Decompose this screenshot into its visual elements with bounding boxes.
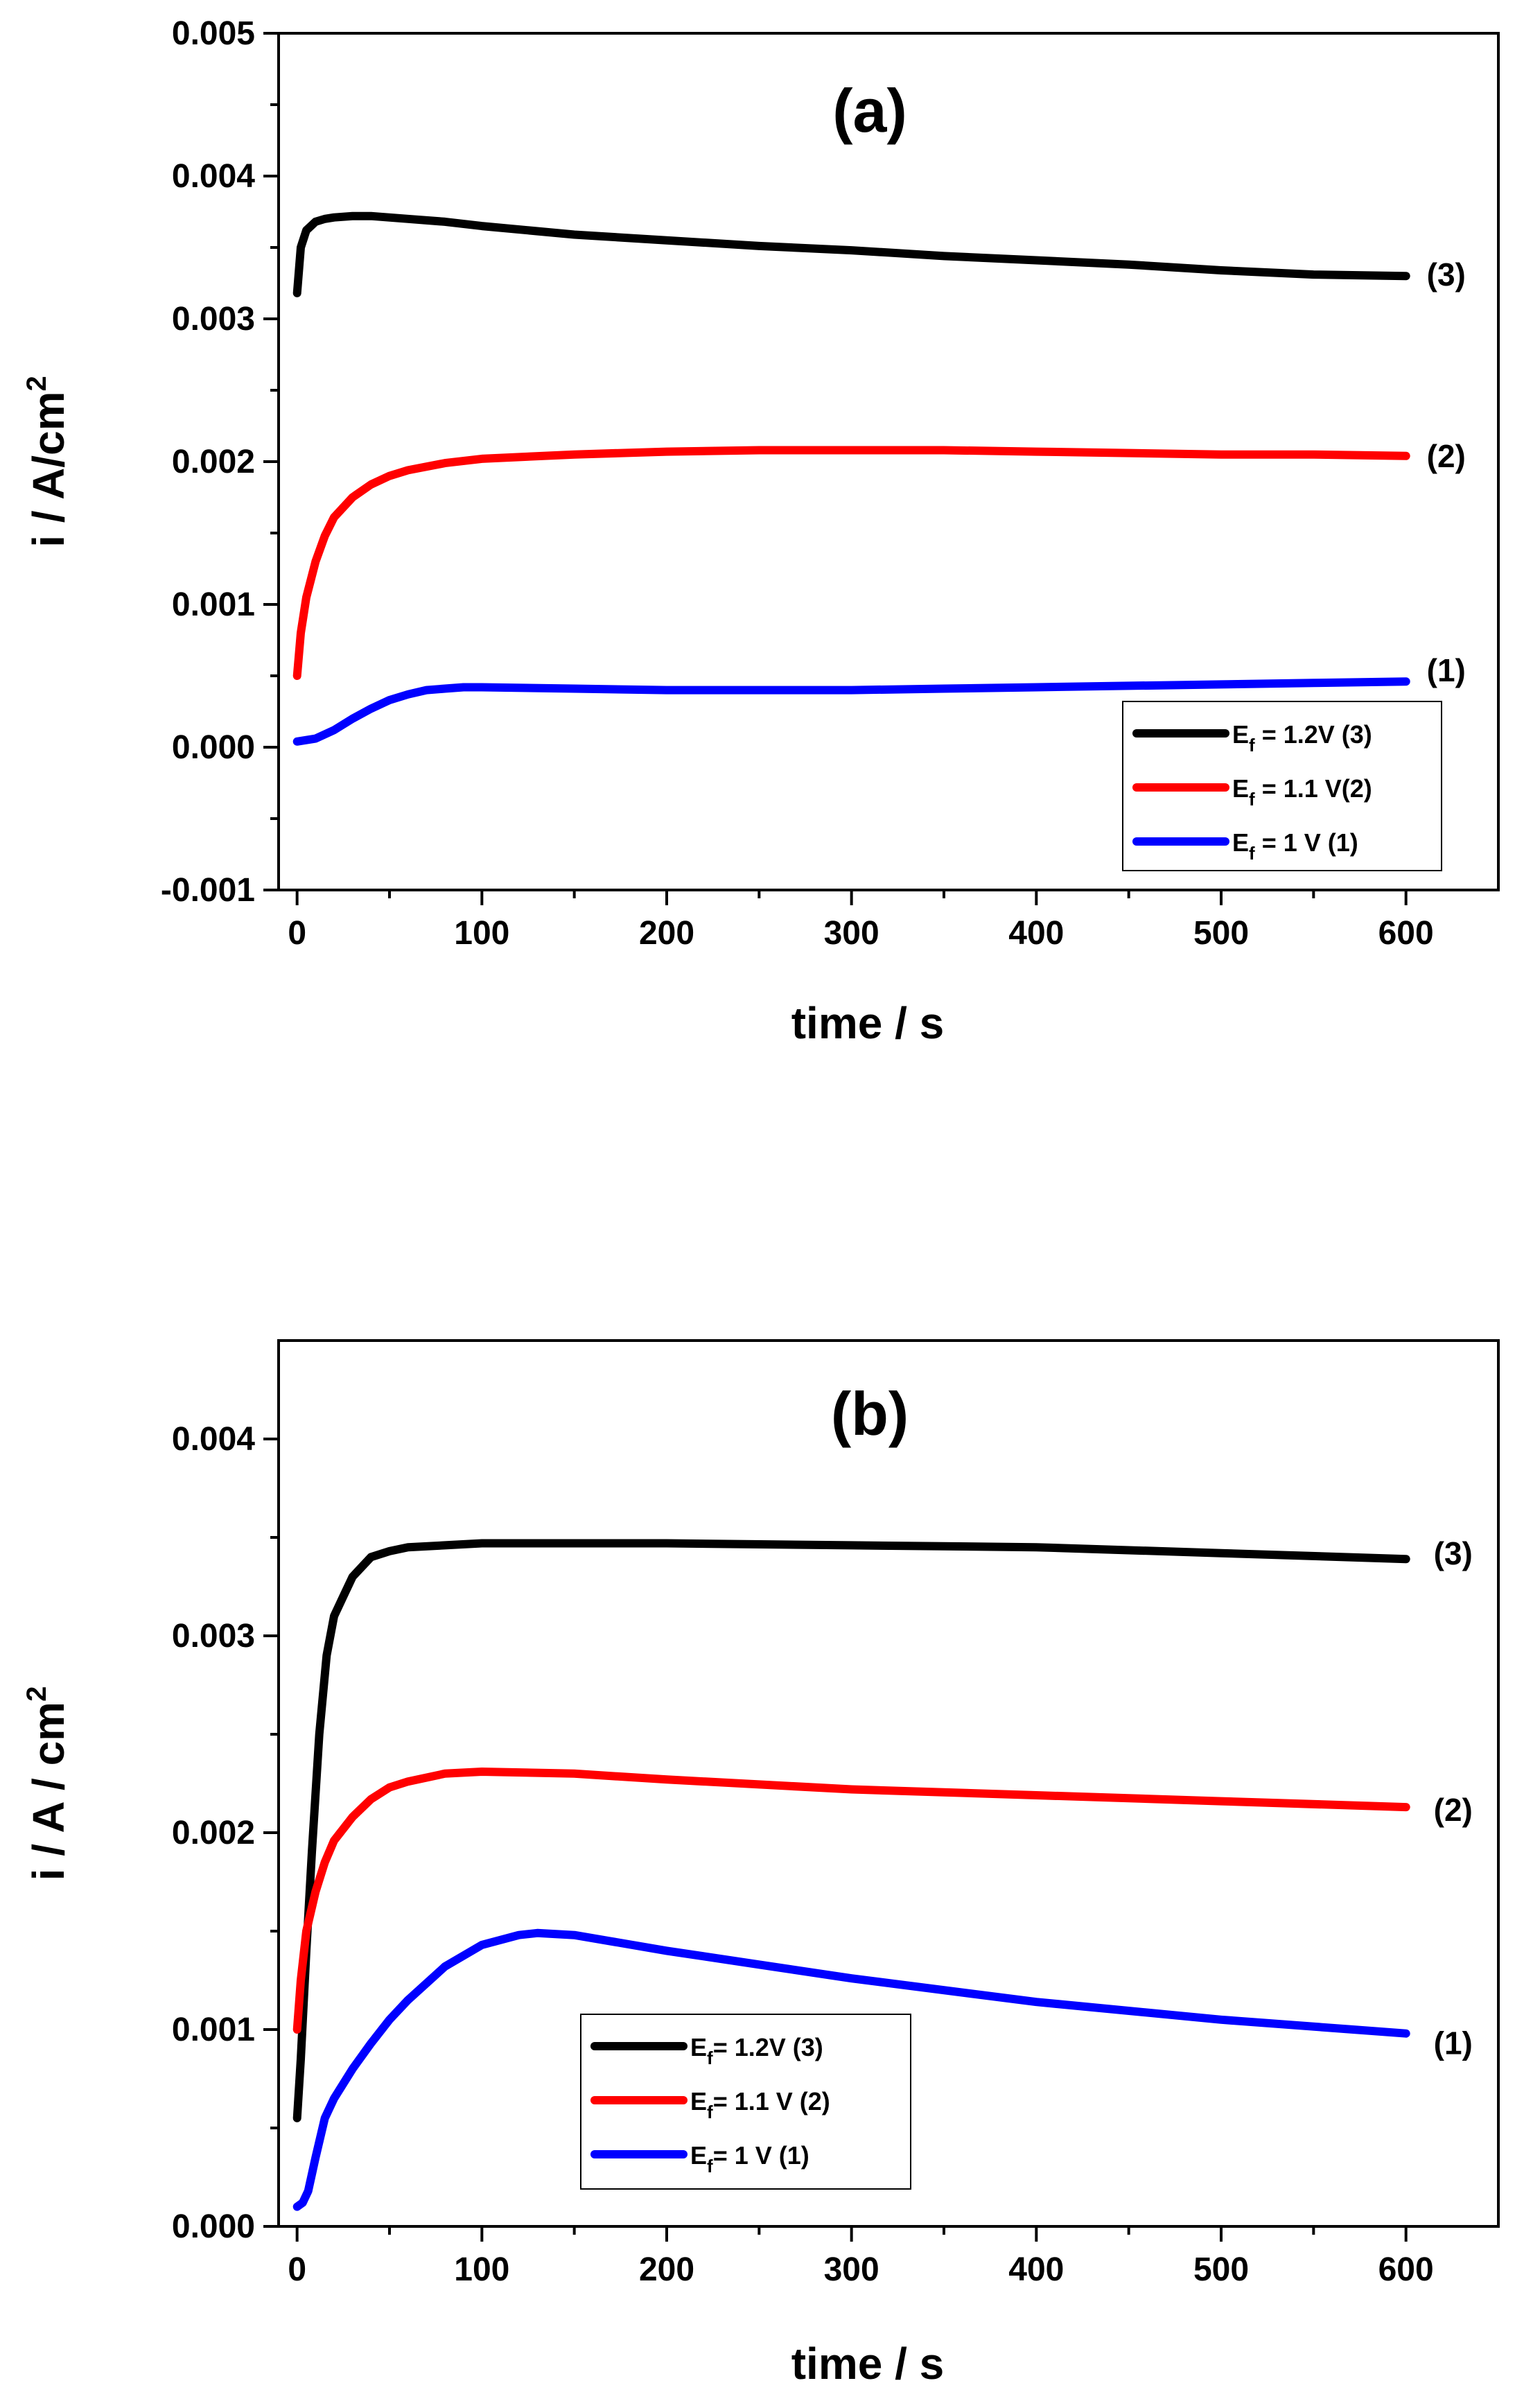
panel-b-y-tick-label: 0.001 — [172, 2012, 255, 2048]
panel-a-curve-end-label: (2) — [1427, 438, 1466, 474]
panel-a-x-tick-label: 400 — [1008, 915, 1064, 952]
panel-a-y-tick-label: 0.003 — [172, 301, 255, 338]
panel-a-x-tick-label: 0 — [288, 915, 306, 952]
panel-a-panel-title: (a) — [832, 76, 907, 145]
panel-b-y-tick-label: 0.003 — [172, 1618, 255, 1655]
panel-b-plot-frame — [277, 1339, 1500, 2228]
panel-b-legend-entry-3: Ef= 1 V (1) — [690, 2141, 809, 2176]
panel-a-x-tick-label: 100 — [454, 915, 509, 952]
panel-b-x-tick-label: 200 — [639, 2251, 694, 2288]
panel-b-curve-end-label: (3) — [1434, 1535, 1473, 1571]
panel-b-y-tick-label: 0.002 — [172, 1815, 255, 1851]
panel-a-y-tick-label: -0.001 — [161, 872, 255, 909]
panel-b-curve-end-label: (2) — [1434, 1792, 1473, 1828]
panel-a-chart: 0 100 200 300 400 500 600 -0.001 0.000 0.001 0.002… — [21, 15, 1500, 1048]
panel-a-series-line-3 — [292, 677, 1410, 746]
panel-a-y-tick-label: 0.001 — [172, 586, 255, 623]
panel-a-curve-end-label: (3) — [1427, 256, 1466, 293]
panel-b-legend-entry-1: Ef= 1.2V (3) — [690, 2033, 823, 2068]
panel-a-y-tick-label: 0.000 — [172, 729, 255, 766]
panel-b-series-line-3 — [292, 1928, 1410, 2211]
panel-b-curve-end-label: (1) — [1434, 2025, 1473, 2061]
panel-a-y-tick-label: 0.004 — [172, 158, 255, 195]
panel-b-x-tick-label: 600 — [1378, 2251, 1434, 2288]
panel-a-x-tick-label: 500 — [1193, 915, 1249, 952]
panel-a-legend-entry-3: Ef = 1 V (1) — [1232, 828, 1358, 864]
panel-a-y-tick-label: 0.002 — [172, 444, 255, 480]
panel-a-curve-end-label: (1) — [1427, 652, 1466, 688]
panel-b-series-line-1 — [292, 1539, 1410, 2122]
panel-a-x-tick-label: 600 — [1378, 915, 1434, 952]
panel-b-series-line-2 — [292, 1768, 1410, 2034]
panel-b-y-tick-label: 0.000 — [172, 2208, 255, 2245]
panel-a-series-line-2 — [292, 446, 1410, 680]
panel-b-x-axis-label: time / s — [791, 2339, 945, 2389]
panel-b-y-tick-label: 0.004 — [172, 1421, 255, 1458]
panel-b-legend-entry-2: Ef= 1.1 V (2) — [690, 2087, 830, 2122]
panel-b-x-tick-label: 100 — [454, 2251, 509, 2288]
panel-a-legend-entry-1: Ef = 1.2V (3) — [1232, 720, 1372, 756]
panel-a-x-axis-label: time / s — [791, 998, 945, 1048]
panel-a-legend-entry-2: Ef = 1.1 V(2) — [1232, 774, 1372, 810]
panel-a-y-axis-label: i / A/cm2 — [21, 376, 73, 548]
panel-a-series-line-1 — [292, 211, 1410, 297]
panel-b-x-tick-label: 400 — [1008, 2251, 1064, 2288]
panel-b-y-axis-label: i / A / cm2 — [21, 1686, 73, 1881]
panel-b-x-tick-label: 500 — [1193, 2251, 1249, 2288]
panel-b-panel-title: (b) — [831, 1379, 909, 1448]
panel-b-chart: 0 100 200 300 400 500 600 0.000 0.001 0.002 0.003 0… — [21, 1339, 1500, 2389]
panel-a-x-tick-label: 300 — [824, 915, 879, 952]
panel-a-x-tick-label: 200 — [639, 915, 694, 952]
panel-b-x-tick-label: 0 — [288, 2251, 306, 2288]
panel-a-y-tick-label: 0.005 — [172, 15, 255, 52]
panel-b-x-tick-label: 300 — [824, 2251, 879, 2288]
